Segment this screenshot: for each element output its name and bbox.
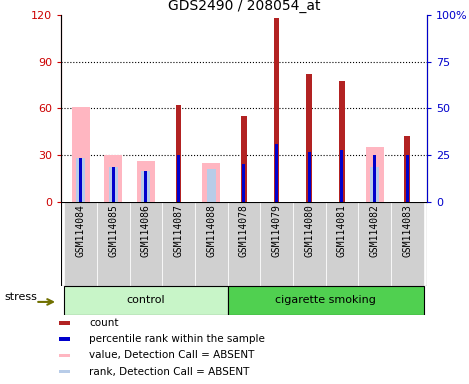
Bar xyxy=(79,158,82,202)
Text: control: control xyxy=(127,295,165,306)
Bar xyxy=(59,321,70,324)
Text: GSM114085: GSM114085 xyxy=(108,204,118,257)
Bar xyxy=(59,370,70,374)
Bar xyxy=(175,105,182,202)
Bar xyxy=(202,163,220,202)
Bar xyxy=(59,337,70,341)
Bar xyxy=(325,202,358,286)
Text: GSM114078: GSM114078 xyxy=(239,204,249,257)
Bar xyxy=(340,151,343,202)
Bar xyxy=(141,170,151,202)
Bar xyxy=(137,161,155,202)
Text: GSM114088: GSM114088 xyxy=(206,204,216,257)
Bar xyxy=(242,164,245,202)
Bar xyxy=(391,202,424,286)
Bar xyxy=(109,167,118,202)
Bar xyxy=(241,116,247,202)
Text: rank, Detection Call = ABSENT: rank, Detection Call = ABSENT xyxy=(89,367,250,377)
Text: GSM114081: GSM114081 xyxy=(337,204,347,257)
Bar xyxy=(365,147,384,202)
Bar xyxy=(104,155,122,202)
Bar xyxy=(293,202,325,286)
Text: GSM114080: GSM114080 xyxy=(304,204,314,257)
Bar xyxy=(358,202,391,286)
Bar xyxy=(370,167,379,202)
Bar xyxy=(406,155,408,202)
Bar xyxy=(306,74,312,202)
Bar xyxy=(162,202,195,286)
Bar xyxy=(76,158,85,202)
Text: value, Detection Call = ABSENT: value, Detection Call = ABSENT xyxy=(89,350,255,360)
Bar xyxy=(112,167,115,202)
Bar xyxy=(195,202,227,286)
Bar xyxy=(339,81,345,202)
Text: percentile rank within the sample: percentile rank within the sample xyxy=(89,334,265,344)
Bar xyxy=(227,286,424,315)
Text: GSM114082: GSM114082 xyxy=(370,204,379,257)
Bar xyxy=(308,152,310,202)
Bar xyxy=(275,144,278,202)
Bar xyxy=(227,202,260,286)
Title: GDS2490 / 208054_at: GDS2490 / 208054_at xyxy=(167,0,320,13)
Text: GSM114079: GSM114079 xyxy=(272,204,281,257)
Bar xyxy=(59,354,70,357)
Bar xyxy=(64,202,97,286)
Bar xyxy=(373,155,376,202)
Bar xyxy=(144,170,147,202)
Bar xyxy=(97,202,129,286)
Text: GSM114086: GSM114086 xyxy=(141,204,151,257)
Bar xyxy=(260,202,293,286)
Text: cigarette smoking: cigarette smoking xyxy=(275,295,376,306)
Bar xyxy=(207,169,216,202)
Bar xyxy=(177,155,180,202)
Bar xyxy=(72,107,90,202)
Bar xyxy=(129,202,162,286)
Text: stress: stress xyxy=(5,292,38,302)
Text: GSM114087: GSM114087 xyxy=(174,204,183,257)
Bar xyxy=(404,136,410,202)
Text: count: count xyxy=(89,318,119,328)
Text: GSM114083: GSM114083 xyxy=(402,204,412,257)
Bar xyxy=(64,286,227,315)
Bar xyxy=(273,18,280,202)
Text: GSM114084: GSM114084 xyxy=(76,204,85,257)
